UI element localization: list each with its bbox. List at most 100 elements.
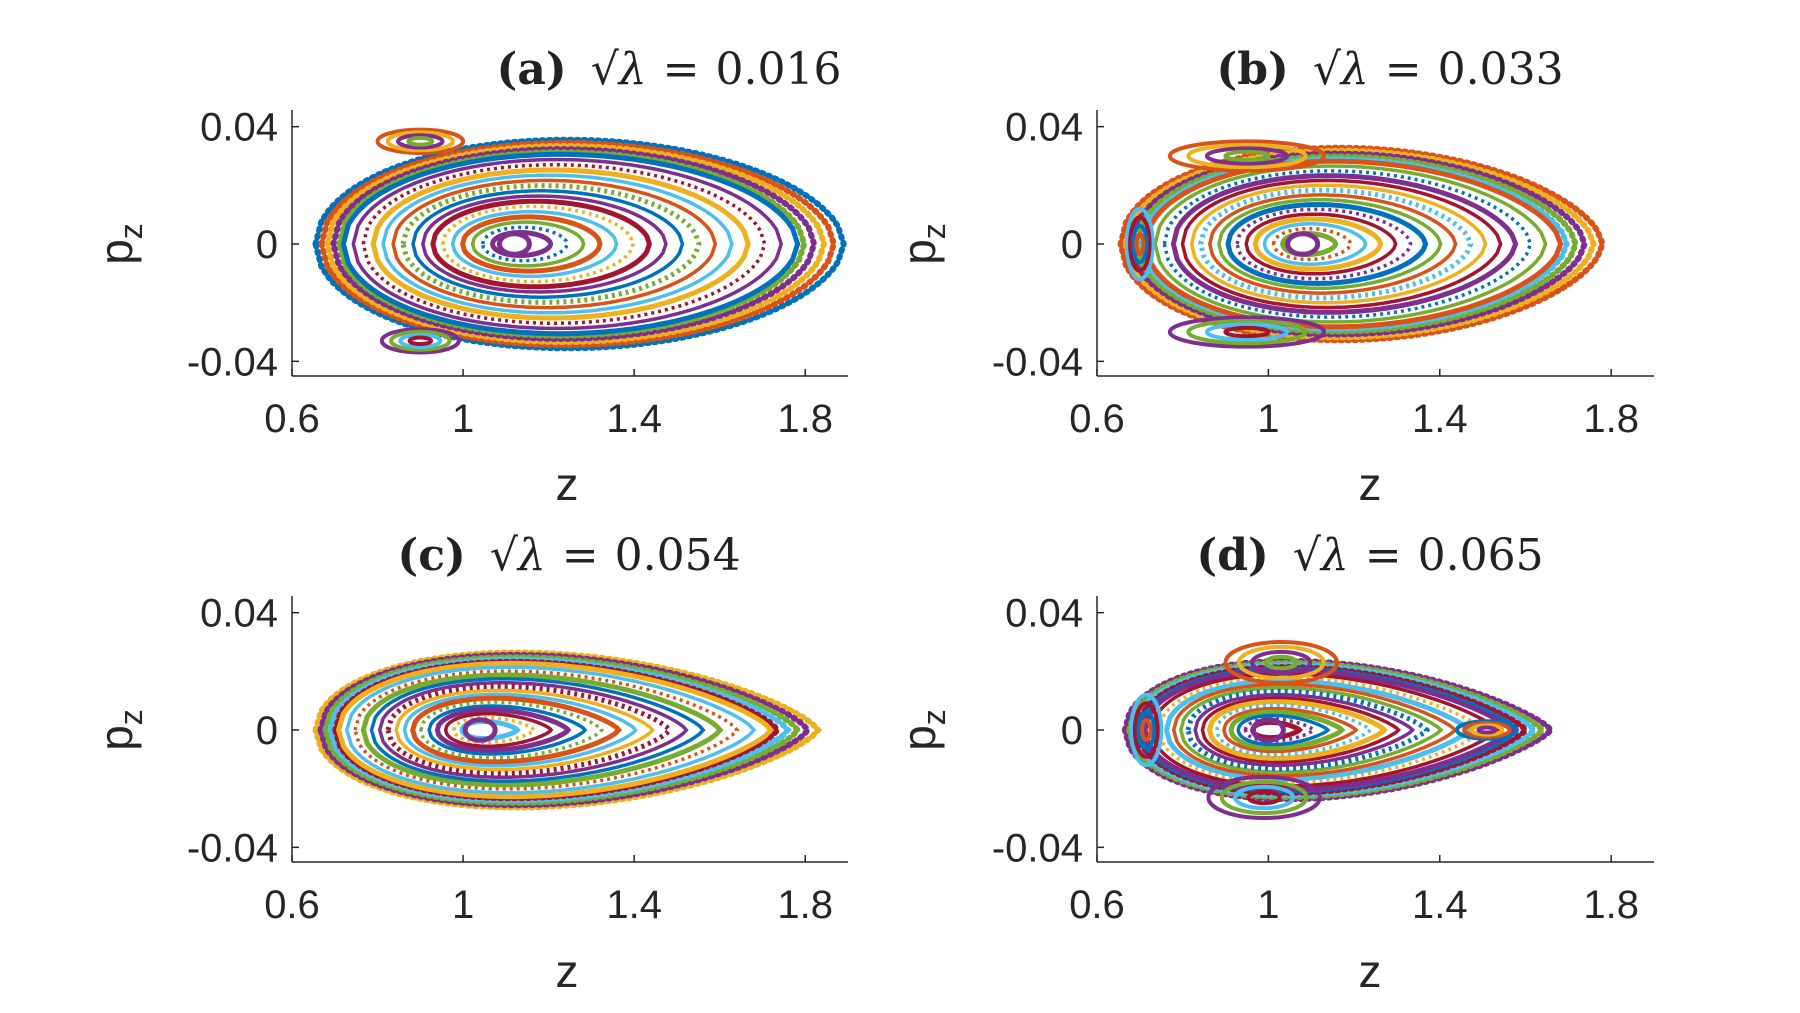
panel-c-orbit-9 xyxy=(369,677,706,783)
panel-b-orbit-12 xyxy=(1207,193,1458,295)
panel-b-orbit-21 xyxy=(1285,231,1321,257)
panel-b-ylabel-main: p xyxy=(893,239,945,265)
panel-b-orbit-9 xyxy=(1180,178,1503,310)
panel-b-island-1-ring-0 xyxy=(1167,315,1327,349)
panel-a-orbit-10 xyxy=(391,178,718,310)
panel-a-orbit-5 xyxy=(340,151,801,337)
panel-b-island-1-ring-1 xyxy=(1186,318,1308,346)
panel-c-orbit-16 xyxy=(427,704,588,756)
panel-b-xtick-label-3: 1.8 xyxy=(1583,397,1639,441)
panel-b-orbit-16 xyxy=(1244,212,1398,276)
panel-b-axes: 0.6 1 1.4 1.8 -0.04 0 0.04 xyxy=(992,106,1654,441)
panel-a-symbol: √λ xyxy=(591,44,647,95)
panel-d-island-3-ring-3 xyxy=(1476,725,1498,735)
panel-b-orbit-17 xyxy=(1252,216,1384,272)
panel-b-island-0-ring-0 xyxy=(1167,139,1327,173)
panel-c-orbit-10 xyxy=(377,680,689,780)
panel-a-orbit-13 xyxy=(421,194,668,294)
panel-a-orbit-3 xyxy=(330,146,818,342)
panel-d-plot-area xyxy=(1121,640,1556,821)
panel-b-value: 0.033 xyxy=(1438,44,1564,95)
panel-b-island-2-ring-2 xyxy=(1131,223,1149,265)
panel-c-xtick-label-0: 0.6 xyxy=(264,883,320,927)
panel-d-label: (d) xyxy=(1196,530,1268,581)
panel-a-orbit-2 xyxy=(324,143,828,345)
panel-d-orbit-18 xyxy=(1236,713,1331,747)
panel-a-orbit-16 xyxy=(450,209,619,279)
panel-a-xtick-label-3: 1.8 xyxy=(777,397,833,441)
panel-b-ytick-label-1: 0 xyxy=(1061,223,1083,267)
panel-a-orbit-1 xyxy=(318,139,837,349)
panel-a-label: (a) xyxy=(497,44,567,95)
panel-c-orbit-8 xyxy=(360,672,724,788)
panel-c-orbit-14 xyxy=(410,695,623,765)
panel-a-orbit-15 xyxy=(440,204,635,284)
panel-a-value: 0.016 xyxy=(716,44,842,95)
panel-a-title: (a) √λ = 0.016 xyxy=(497,44,842,95)
panel-d-orbit-15 xyxy=(1214,703,1373,757)
panel-b-island-0-ring-3 xyxy=(1223,149,1271,163)
panel-b-xtick-label-2: 1.4 xyxy=(1412,397,1468,441)
panel-b-xtick-label-1: 1 xyxy=(1257,397,1279,441)
panel-a-island-0-ring-0 xyxy=(375,127,466,156)
panel-d-orbit-10 xyxy=(1178,686,1444,774)
panel-a-ytick-label-0: -0.04 xyxy=(187,340,278,384)
panel-b-xlabel: z xyxy=(1359,458,1382,510)
panel-a-ylabel: pz xyxy=(90,223,149,265)
panel-d-orbit-12 xyxy=(1193,693,1416,767)
panel-c-plot-area xyxy=(312,649,823,811)
panel-b-ylabel-sub: z xyxy=(916,223,952,239)
panel-d-island-3-ring-1 xyxy=(1462,721,1512,739)
panel-a-plot-area xyxy=(312,127,847,355)
panel-d-island-0-ring-1 xyxy=(1236,644,1326,681)
panel-a-orbit-8 xyxy=(370,167,751,321)
panel-a-island-0-ring-3 xyxy=(406,136,435,147)
panel-a-xtick-label-0: 0.6 xyxy=(264,397,320,441)
panel-a-island-1-ring-3 xyxy=(407,335,434,347)
panel-d-xtick-label-1: 1 xyxy=(1257,883,1279,927)
panel-b-label: (b) xyxy=(1216,44,1288,95)
panel-d-value: 0.065 xyxy=(1418,530,1544,581)
panel-b-equals: = xyxy=(1385,44,1422,95)
panel-c-xtick-label-3: 1.8 xyxy=(777,883,833,927)
panel-a-island-0-ring-1 xyxy=(385,130,455,153)
panel-a-orbit-0 xyxy=(312,136,847,352)
panel-b-island-1-ring-3 xyxy=(1223,325,1271,339)
panel-c-orbit-18 xyxy=(443,711,554,749)
panel-b-orbit-15 xyxy=(1235,207,1413,281)
panel-b-xtick-label-0: 0.6 xyxy=(1069,397,1125,441)
panel-d-ylabel: pz xyxy=(893,709,952,751)
panel-d-orbit-20 xyxy=(1250,719,1304,741)
panel-d-axes: 0.6 1 1.4 1.8 -0.04 0 0.04 xyxy=(992,592,1654,927)
panel-b-symbol: √λ xyxy=(1313,44,1369,95)
panel-d-title: (d) √λ = 0.065 xyxy=(1196,530,1543,581)
panel-a-island-0-ring-2 xyxy=(396,133,445,150)
panel-b-island-0-ring-1 xyxy=(1186,142,1308,170)
panel-d-orbit-21 xyxy=(1250,717,1286,743)
panel-d-equals: = xyxy=(1365,530,1402,581)
panel-b-orbit-18 xyxy=(1262,222,1368,266)
panel-d-island-2-ring-0 xyxy=(1129,692,1164,768)
panel-b-island-1-ring-2 xyxy=(1204,322,1290,342)
panel-c-axes: 0.6 1 1.4 1.8 -0.04 0 0.04 xyxy=(187,592,848,927)
panel-c-orbit-21 xyxy=(462,717,498,743)
panel-c-orbit-7 xyxy=(353,669,740,791)
panel-d-island-1-ring-1 xyxy=(1219,779,1309,816)
panel-c-title: (c) √λ = 0.054 xyxy=(397,530,740,581)
panel-a-ytick-label-2: 0.04 xyxy=(200,106,278,150)
panel-d-island-3-ring-2 xyxy=(1469,723,1505,737)
panel-b-island-2-ring-3 xyxy=(1134,232,1146,256)
panel-d-xtick-label-0: 0.6 xyxy=(1069,883,1125,927)
panel-c-orbit-6 xyxy=(344,665,757,795)
panel-d-ylabel-sub: z xyxy=(916,709,952,725)
panel-c-ylabel-main: p xyxy=(90,725,142,751)
panel-a-island-1-ring-0 xyxy=(379,327,461,355)
panel-d-island-3-ring-0 xyxy=(1454,719,1519,741)
panel-d-symbol: √λ xyxy=(1293,530,1349,581)
panel-b-orbit-13 xyxy=(1217,197,1443,291)
